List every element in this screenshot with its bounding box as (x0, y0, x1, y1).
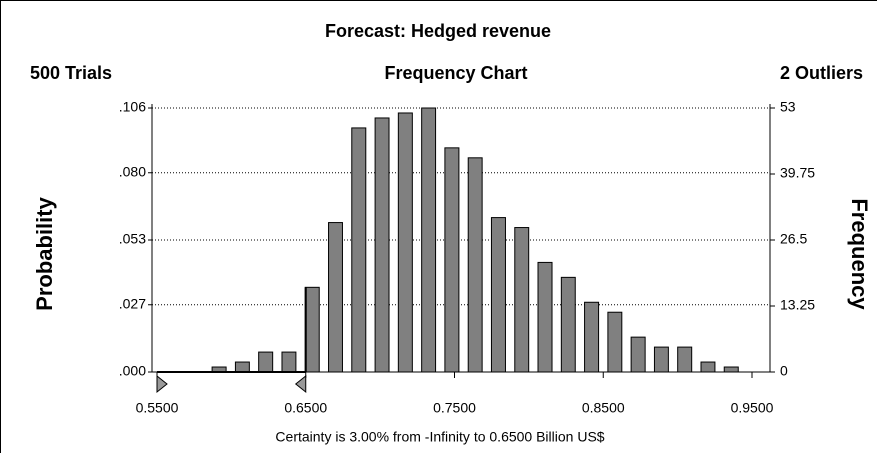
bar (328, 222, 343, 373)
y-tick-label: .080 (119, 163, 146, 179)
bar (584, 301, 600, 373)
y2-tick-label: 53 (780, 99, 796, 115)
y2-tick-label: 0 (780, 363, 788, 379)
bar (514, 227, 530, 373)
bar (607, 311, 623, 373)
certainty-marker (156, 374, 168, 394)
bar (234, 361, 250, 373)
x-tick-label: 0.5500 (136, 400, 179, 416)
bar (444, 147, 460, 373)
y-axis-label: Probability (32, 196, 57, 310)
x-tick-label: 0.9500 (731, 400, 774, 416)
bar (723, 366, 739, 373)
y-tick-label: .000 (119, 363, 146, 379)
bar (490, 217, 506, 373)
bar (351, 127, 367, 373)
y-tick-label: .053 (119, 231, 146, 247)
y-tick-label: .027 (119, 295, 146, 311)
bar (281, 351, 297, 373)
y-tick-label: .106 (119, 99, 146, 115)
bar (653, 346, 669, 373)
bar (374, 117, 390, 373)
trials: 500 Trials (30, 63, 112, 83)
x-tick-label: 0.6500 (284, 400, 327, 416)
bar (467, 157, 483, 373)
bar (304, 286, 320, 373)
y2-tick-label: 39.75 (780, 165, 815, 181)
bar (421, 107, 437, 373)
chart-title: Forecast: Hedged revenue (325, 21, 551, 41)
bar (397, 112, 413, 373)
bar (630, 336, 646, 373)
bar (700, 361, 716, 373)
bar (537, 261, 553, 373)
x-tick-label: 0.8500 (582, 400, 625, 416)
bar (258, 351, 274, 373)
y2-tick-label: 26.5 (780, 231, 807, 247)
bar (677, 346, 693, 373)
certainty-marker (294, 374, 307, 394)
y2-axis-label: Frequency (847, 198, 872, 310)
outliers: 2 Outliers (780, 63, 863, 83)
x-tick-label: 0.7500 (433, 400, 476, 416)
bar (560, 276, 576, 373)
footer: Certainty is 3.00% from -Infinity to 0.6… (275, 429, 604, 445)
subtitle: Frequency Chart (384, 63, 527, 83)
y2-tick-label: 13.25 (780, 297, 815, 313)
